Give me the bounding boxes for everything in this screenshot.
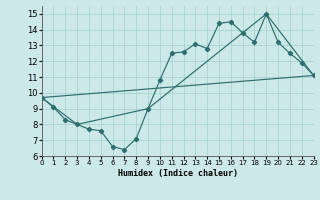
X-axis label: Humidex (Indice chaleur): Humidex (Indice chaleur) <box>118 169 237 178</box>
